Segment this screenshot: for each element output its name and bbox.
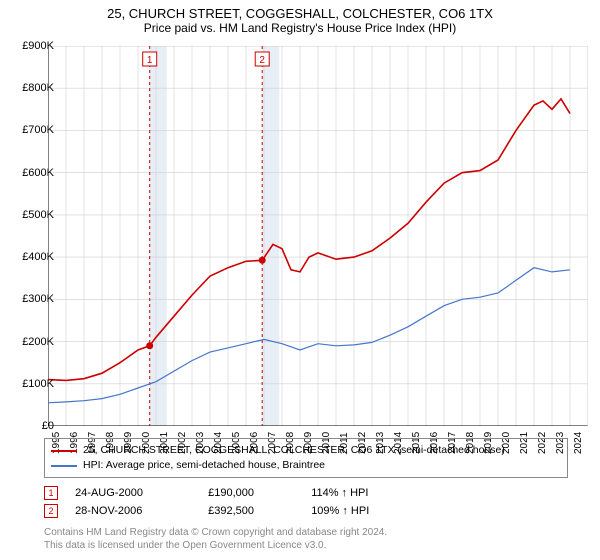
footer-attribution: Contains HM Land Registry data © Crown c…: [44, 526, 387, 552]
sale-marker-1-icon: 1: [44, 486, 58, 500]
sale-1-hpi: 114% ↑ HPI: [311, 487, 411, 499]
sale-1-date: 24-AUG-2000: [75, 487, 205, 499]
legend-label-property: 25, CHURCH STREET, COGGESHALL, COLCHESTE…: [83, 443, 505, 458]
sale-2-date: 28-NOV-2006: [75, 505, 205, 517]
y-tick-label: £800K: [8, 82, 54, 94]
x-tick-label: 2024: [573, 432, 584, 454]
legend-label-hpi: HPI: Average price, semi-detached house,…: [83, 458, 325, 473]
y-tick-label: £400K: [8, 251, 54, 263]
chart-svg: 12: [48, 46, 588, 426]
title-line-1: 25, CHURCH STREET, COGGESHALL, COLCHESTE…: [0, 6, 600, 21]
y-tick-label: £100K: [8, 378, 54, 390]
sale-data-rows: 1 24-AUG-2000 £190,000 114% ↑ HPI 2 28-N…: [44, 482, 411, 518]
sale-1-price: £190,000: [208, 487, 308, 499]
sale-row-2: 2 28-NOV-2006 £392,500 109% ↑ HPI: [44, 504, 411, 518]
y-tick-label: £300K: [8, 293, 54, 305]
legend-row-hpi: HPI: Average price, semi-detached house,…: [51, 458, 561, 473]
sale-row-1: 1 24-AUG-2000 £190,000 114% ↑ HPI: [44, 486, 411, 500]
chart-area: 12: [48, 46, 588, 426]
y-tick-label: £900K: [8, 40, 54, 52]
title-line-2: Price paid vs. HM Land Registry's House …: [0, 21, 600, 35]
y-tick-label: £700K: [8, 124, 54, 136]
legend-swatch-property: [51, 450, 77, 452]
legend-row-property: 25, CHURCH STREET, COGGESHALL, COLCHESTE…: [51, 443, 561, 458]
sale-2-price: £392,500: [208, 505, 308, 517]
footer-line-1: Contains HM Land Registry data © Crown c…: [44, 526, 387, 539]
sale-marker-2-icon: 2: [44, 504, 58, 518]
svg-text:2: 2: [259, 55, 265, 66]
legend-swatch-hpi: [51, 465, 77, 467]
chart-title-block: 25, CHURCH STREET, COGGESHALL, COLCHESTE…: [0, 0, 600, 35]
y-tick-label: £500K: [8, 209, 54, 221]
y-tick-label: £600K: [8, 167, 54, 179]
svg-text:1: 1: [147, 55, 153, 66]
footer-line-2: This data is licensed under the Open Gov…: [44, 539, 387, 552]
y-tick-label: £0: [8, 420, 54, 432]
legend-box: 25, CHURCH STREET, COGGESHALL, COLCHESTE…: [44, 438, 568, 478]
y-tick-label: £200K: [8, 336, 54, 348]
sale-2-hpi: 109% ↑ HPI: [311, 505, 411, 517]
